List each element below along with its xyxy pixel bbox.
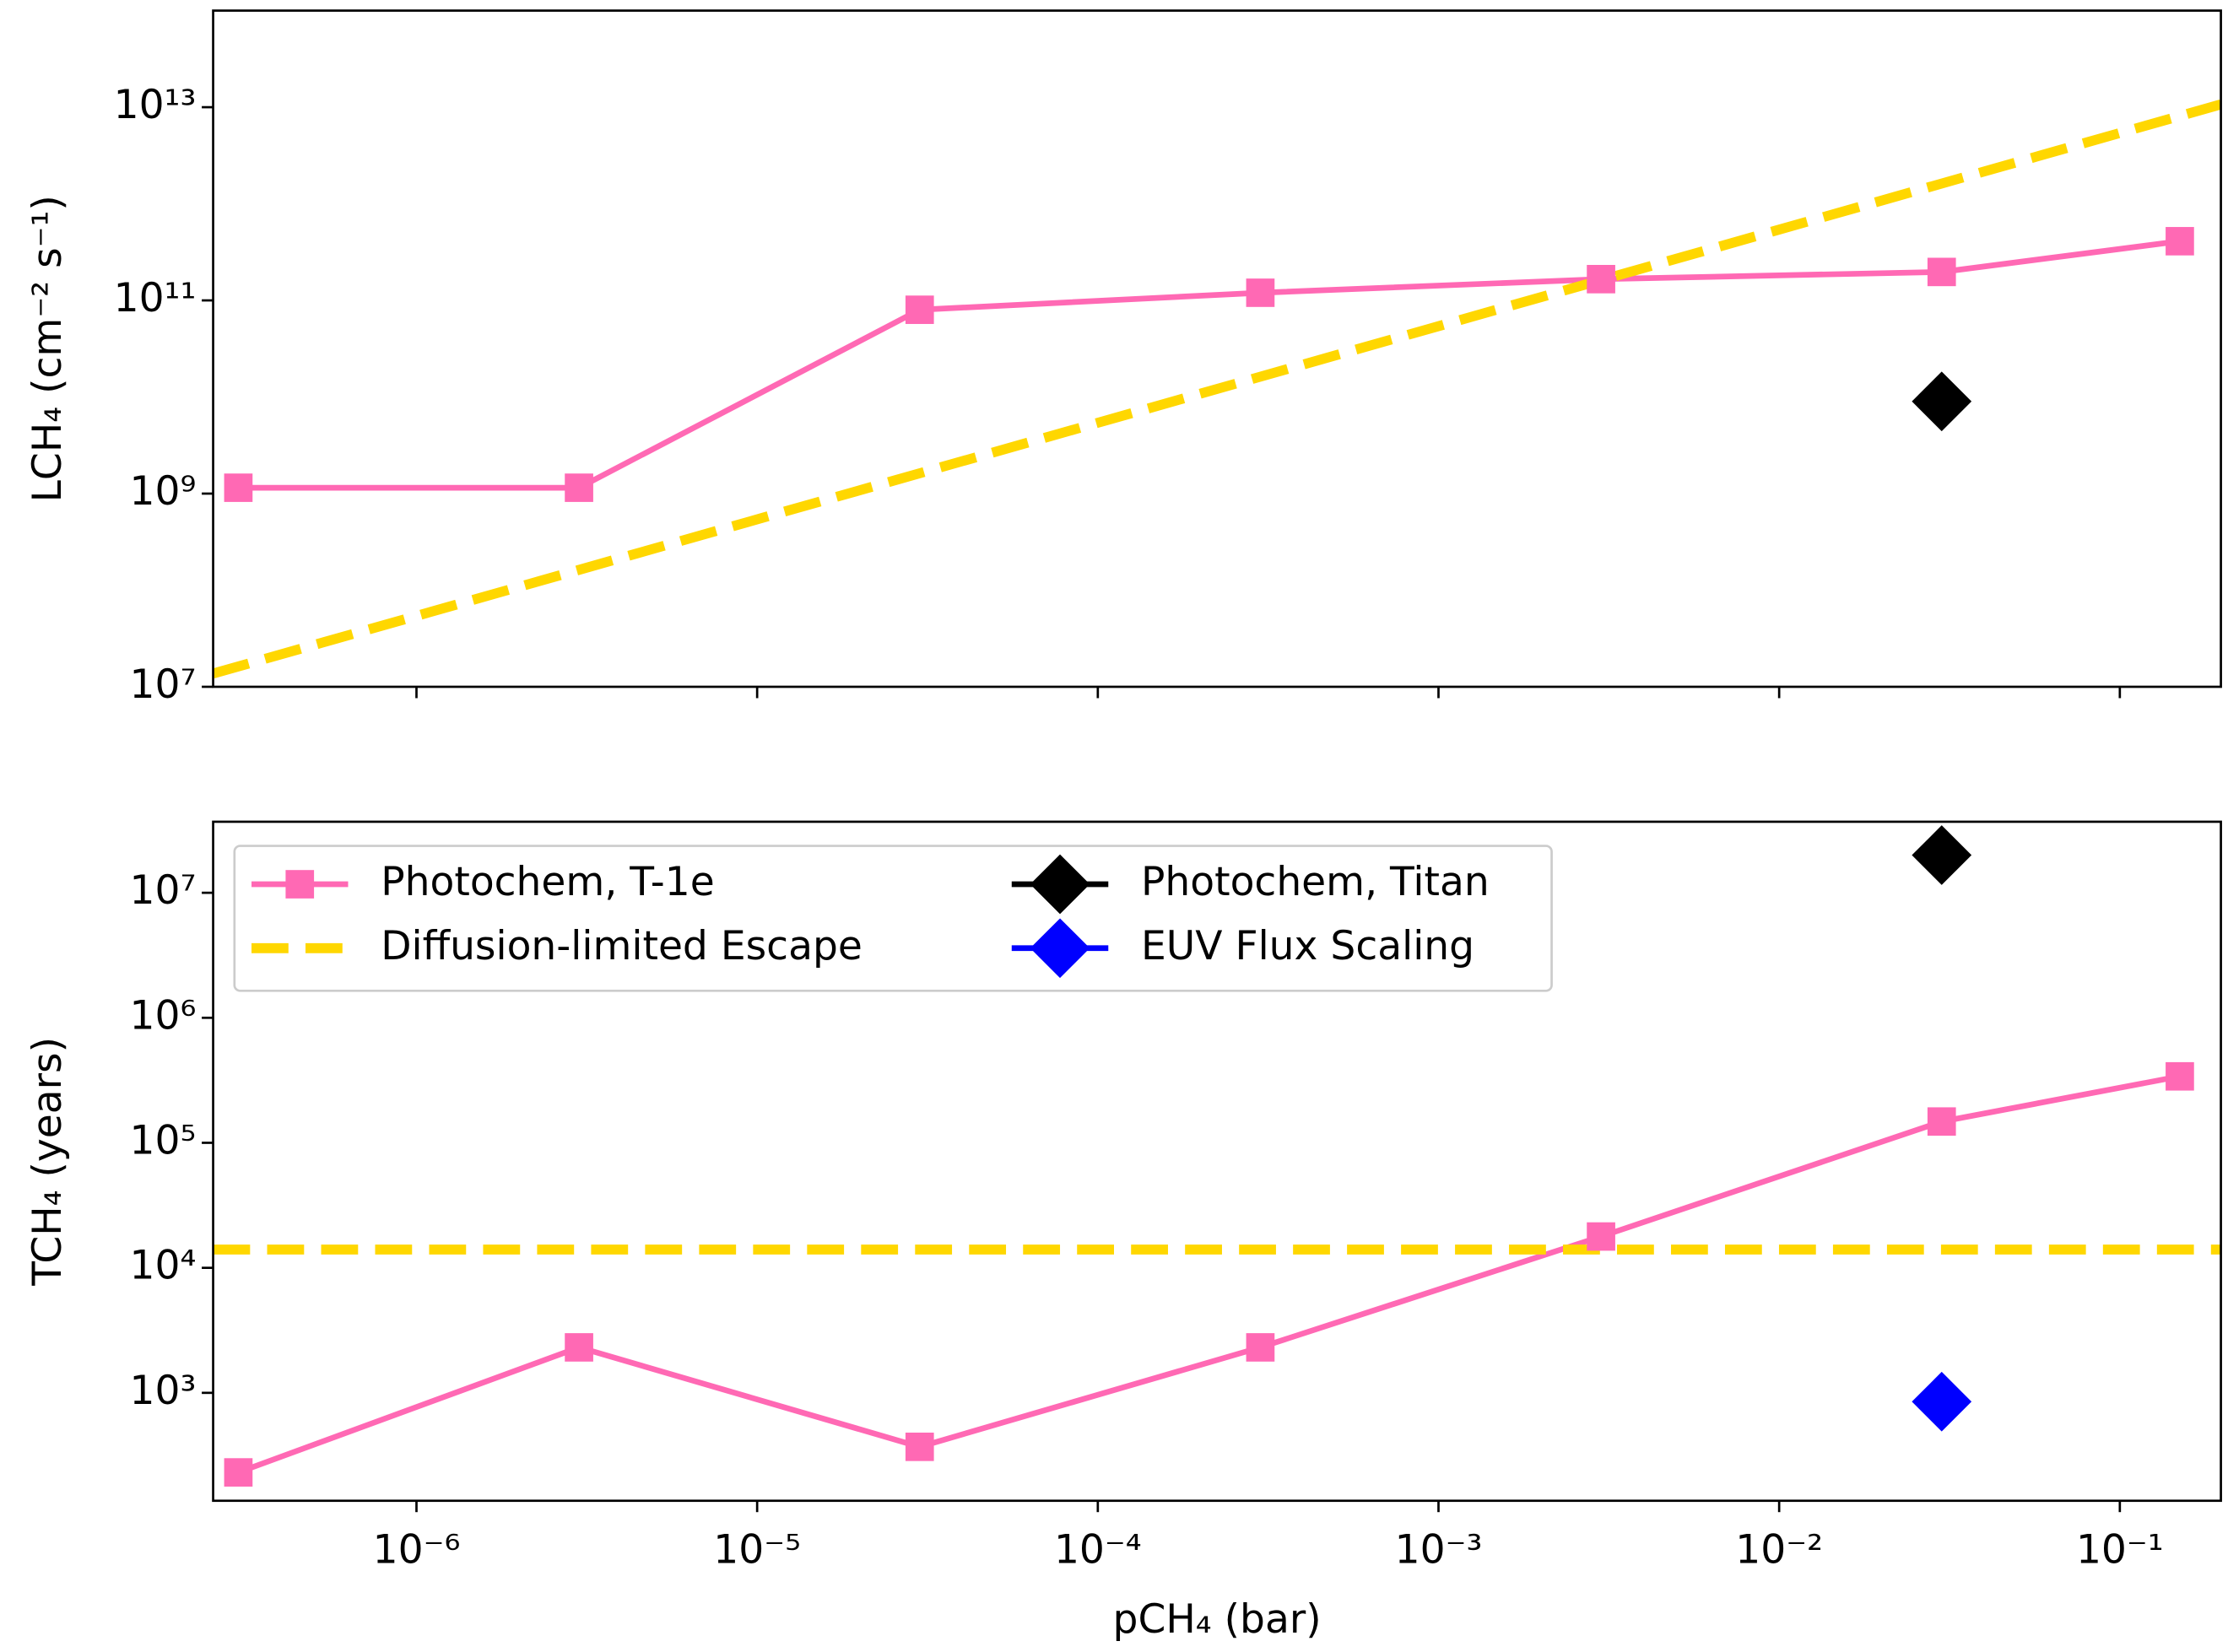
marker bbox=[1587, 1222, 1615, 1251]
y-axis-label: LCH₄ (cm⁻² s⁻¹) bbox=[24, 195, 71, 502]
legend-marker bbox=[1030, 854, 1090, 915]
y-tick-label: 10⁷ bbox=[129, 661, 196, 708]
y-tick-label: 10⁵ bbox=[129, 1117, 196, 1163]
marker bbox=[1912, 825, 1972, 885]
y-tick-label: 10³ bbox=[129, 1368, 196, 1414]
x-tick-label: 10⁻⁵ bbox=[713, 1526, 801, 1573]
marker bbox=[2166, 1061, 2194, 1091]
legend-label: Photochem, T-1e bbox=[381, 859, 715, 905]
y-tick-label: 10¹³ bbox=[114, 82, 197, 128]
y-tick-label: 10⁹ bbox=[129, 468, 196, 515]
legend-marker bbox=[285, 870, 315, 899]
x-tick-label: 10⁻⁶ bbox=[373, 1526, 461, 1573]
y-tick-label: 10⁷ bbox=[129, 867, 196, 914]
y-tick-label: 10¹¹ bbox=[114, 275, 197, 321]
plot-area bbox=[213, 1073, 2221, 1476]
marker bbox=[1587, 265, 1615, 294]
marker bbox=[224, 1458, 253, 1487]
series-line bbox=[238, 238, 2181, 491]
y-tick-label: 10⁴ bbox=[129, 1243, 196, 1289]
marker bbox=[905, 295, 934, 324]
y-tick-label: 10⁶ bbox=[129, 992, 196, 1039]
x-tick-label: 10⁻¹ bbox=[2076, 1526, 2164, 1573]
marker bbox=[565, 473, 593, 502]
series-line bbox=[213, 100, 2221, 679]
plot-area bbox=[213, 100, 2221, 679]
x-tick-label: 10⁻³ bbox=[1395, 1526, 1483, 1573]
marker bbox=[1927, 1107, 1956, 1136]
marker bbox=[1246, 278, 1275, 307]
marker bbox=[565, 1333, 593, 1362]
x-axis-label: pCH₄ (bar) bbox=[1113, 1596, 1322, 1643]
marker bbox=[905, 1432, 934, 1461]
marker bbox=[2166, 227, 2194, 256]
series-line bbox=[237, 1073, 2181, 1476]
legend-label: Diffusion-limited Escape bbox=[381, 923, 863, 969]
marker bbox=[1912, 1371, 1972, 1432]
legend-label: Photochem, Titan bbox=[1141, 859, 1490, 905]
legend-label: EUV Flux Scaling bbox=[1141, 923, 1474, 969]
marker bbox=[224, 473, 253, 502]
axes-frame bbox=[212, 9, 2222, 688]
axes-frame bbox=[212, 820, 2222, 1503]
marker bbox=[1246, 1333, 1275, 1362]
y-axis-label: TCH₄ (years) bbox=[24, 1037, 71, 1287]
x-tick-label: 10⁻² bbox=[1735, 1526, 1823, 1573]
legend-marker bbox=[1030, 918, 1090, 979]
legend-frame bbox=[233, 845, 1553, 992]
x-tick-label: 10⁻⁴ bbox=[1054, 1526, 1142, 1573]
marker bbox=[1912, 371, 1972, 432]
marker bbox=[1927, 257, 1956, 287]
